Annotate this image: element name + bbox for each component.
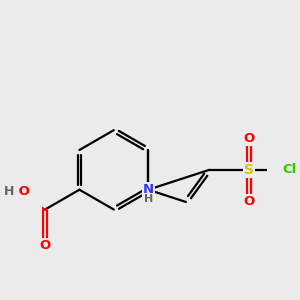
Text: N: N bbox=[142, 183, 154, 196]
Text: O: O bbox=[243, 132, 255, 145]
Text: O: O bbox=[14, 185, 30, 198]
Text: H: H bbox=[4, 185, 14, 198]
Text: H: H bbox=[144, 194, 153, 204]
Text: O: O bbox=[39, 239, 51, 252]
Text: Cl: Cl bbox=[282, 164, 296, 176]
Text: O: O bbox=[243, 195, 255, 208]
Text: S: S bbox=[244, 163, 254, 177]
